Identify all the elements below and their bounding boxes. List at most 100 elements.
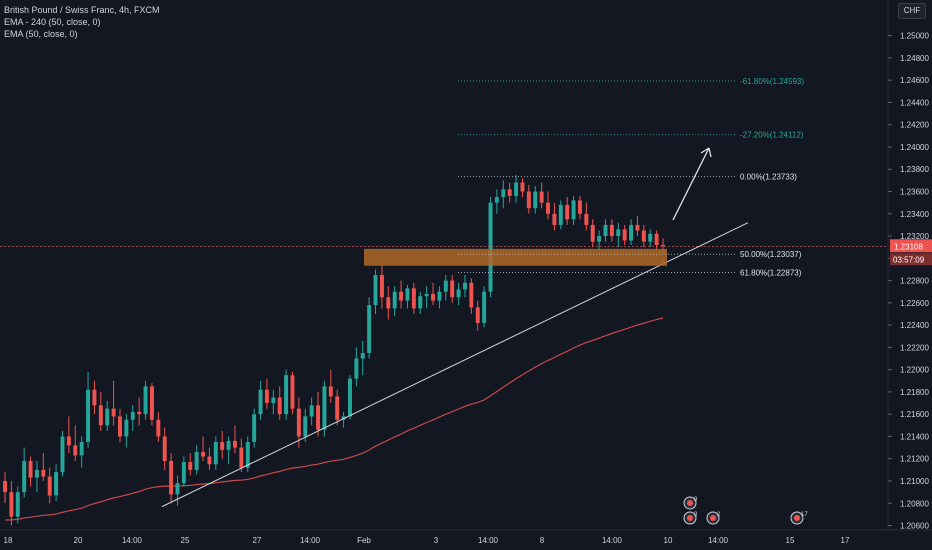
candle-body xyxy=(347,378,352,417)
candle-body xyxy=(494,197,499,203)
x-tick-label: 10 xyxy=(664,536,673,545)
candle-body xyxy=(641,230,646,242)
candle-body xyxy=(41,469,46,477)
candle-body xyxy=(584,213,589,225)
fib-level-label: 0.00%(1.23733) xyxy=(740,173,797,182)
event-count: 3 xyxy=(694,512,698,518)
x-tick-label: 8 xyxy=(540,536,545,545)
y-tick-label: 1.23600 xyxy=(900,188,929,197)
y-tick-label: 1.21200 xyxy=(900,455,929,464)
x-tick-label: 25 xyxy=(181,536,190,545)
candle-body xyxy=(514,182,519,196)
event-marker-dot xyxy=(794,515,800,521)
x-tick-label: 3 xyxy=(434,536,439,545)
candle-body xyxy=(277,397,282,415)
candle-body xyxy=(418,296,423,309)
candle-body xyxy=(520,182,525,192)
fib-level-label: 61.80%(1.22873) xyxy=(740,268,802,277)
candle-body xyxy=(316,405,321,430)
candle-body xyxy=(597,236,602,242)
candle-body xyxy=(322,386,327,430)
candle-body xyxy=(539,191,544,203)
candle-body xyxy=(552,213,557,225)
chart-legend: British Pound / Swiss Franc, 4h, FXCM EM… xyxy=(4,4,160,40)
y-tick-label: 1.21400 xyxy=(900,432,929,441)
candle-body xyxy=(15,492,20,517)
candle-body xyxy=(169,460,174,495)
current-price-label: 1.23108 xyxy=(894,242,923,251)
ema-line xyxy=(4,317,664,521)
candle-body xyxy=(296,408,301,437)
candle-body xyxy=(335,396,340,420)
candle-body xyxy=(28,460,33,478)
candle-body xyxy=(137,411,142,415)
y-tick-label: 1.22800 xyxy=(900,277,929,286)
ema-240-label: EMA - 240 (50, close, 0) xyxy=(4,17,101,27)
candle-body xyxy=(194,452,199,470)
y-tick-label: 1.21600 xyxy=(900,410,929,419)
candle-body xyxy=(622,229,627,241)
candle-body xyxy=(220,442,225,450)
currency-button[interactable]: CHF xyxy=(898,3,926,19)
x-tick-label: 14:00 xyxy=(708,536,729,545)
candle-body xyxy=(526,191,531,209)
x-tick-label: 27 xyxy=(253,536,262,545)
candle-body xyxy=(143,386,148,415)
candle-body xyxy=(303,416,308,437)
candle-body xyxy=(501,189,506,198)
candle-body xyxy=(577,200,582,214)
event-count: 17 xyxy=(801,512,808,518)
candle-body xyxy=(648,233,653,242)
event-count: 9 xyxy=(694,497,698,503)
candle-body xyxy=(258,389,263,415)
candle-body xyxy=(105,408,110,426)
y-tick-label: 1.24600 xyxy=(900,76,929,85)
candle-body xyxy=(443,280,448,292)
candle-body xyxy=(175,483,180,495)
candle-body xyxy=(546,202,550,214)
candle-body xyxy=(609,224,614,237)
x-tick-label: 17 xyxy=(841,536,850,545)
x-tick-label: 14:00 xyxy=(478,536,499,545)
candle-body xyxy=(264,389,269,404)
candle-body xyxy=(411,288,416,309)
candle-body xyxy=(290,375,295,409)
candle-body xyxy=(507,189,512,196)
y-tick-label: 1.20600 xyxy=(900,522,929,531)
candle-body xyxy=(156,419,161,437)
y-tick-label: 1.22200 xyxy=(900,343,929,352)
y-tick-label: 1.23400 xyxy=(900,210,929,219)
y-tick-label: 1.24200 xyxy=(900,121,929,130)
candle-body xyxy=(181,462,186,484)
fib-level-label: -61.80%(1.24593) xyxy=(740,77,804,86)
candle-body xyxy=(533,191,538,209)
candle-body xyxy=(60,436,65,473)
candle-body xyxy=(239,447,244,468)
candle-body xyxy=(405,288,410,301)
candle-body xyxy=(245,442,250,468)
candle-body xyxy=(111,408,116,417)
x-tick-label: 14:00 xyxy=(602,536,623,545)
candle-body xyxy=(149,386,154,420)
y-tick-label: 1.25000 xyxy=(900,32,929,41)
candle-body xyxy=(3,481,7,493)
x-tick-label: 15 xyxy=(786,536,795,545)
countdown-badge xyxy=(890,253,932,266)
y-tick-label: 1.24400 xyxy=(900,98,929,107)
fib-level-label: 50.00%(1.23037) xyxy=(740,250,802,259)
candle-body xyxy=(462,282,467,290)
y-tick-label: 1.21800 xyxy=(900,388,929,397)
candle-body xyxy=(284,375,289,415)
y-tick-label: 1.20800 xyxy=(900,499,929,508)
event-marker-dot xyxy=(710,515,716,521)
x-tick-label: Feb xyxy=(357,536,371,545)
y-tick-label: 1.22600 xyxy=(900,299,929,308)
candle-body xyxy=(354,358,359,379)
candle-body xyxy=(571,200,576,220)
support-zone xyxy=(364,248,667,266)
candle-body xyxy=(226,440,231,450)
candle-body xyxy=(34,469,39,478)
candle-body xyxy=(590,224,595,242)
candle-body xyxy=(79,442,84,456)
